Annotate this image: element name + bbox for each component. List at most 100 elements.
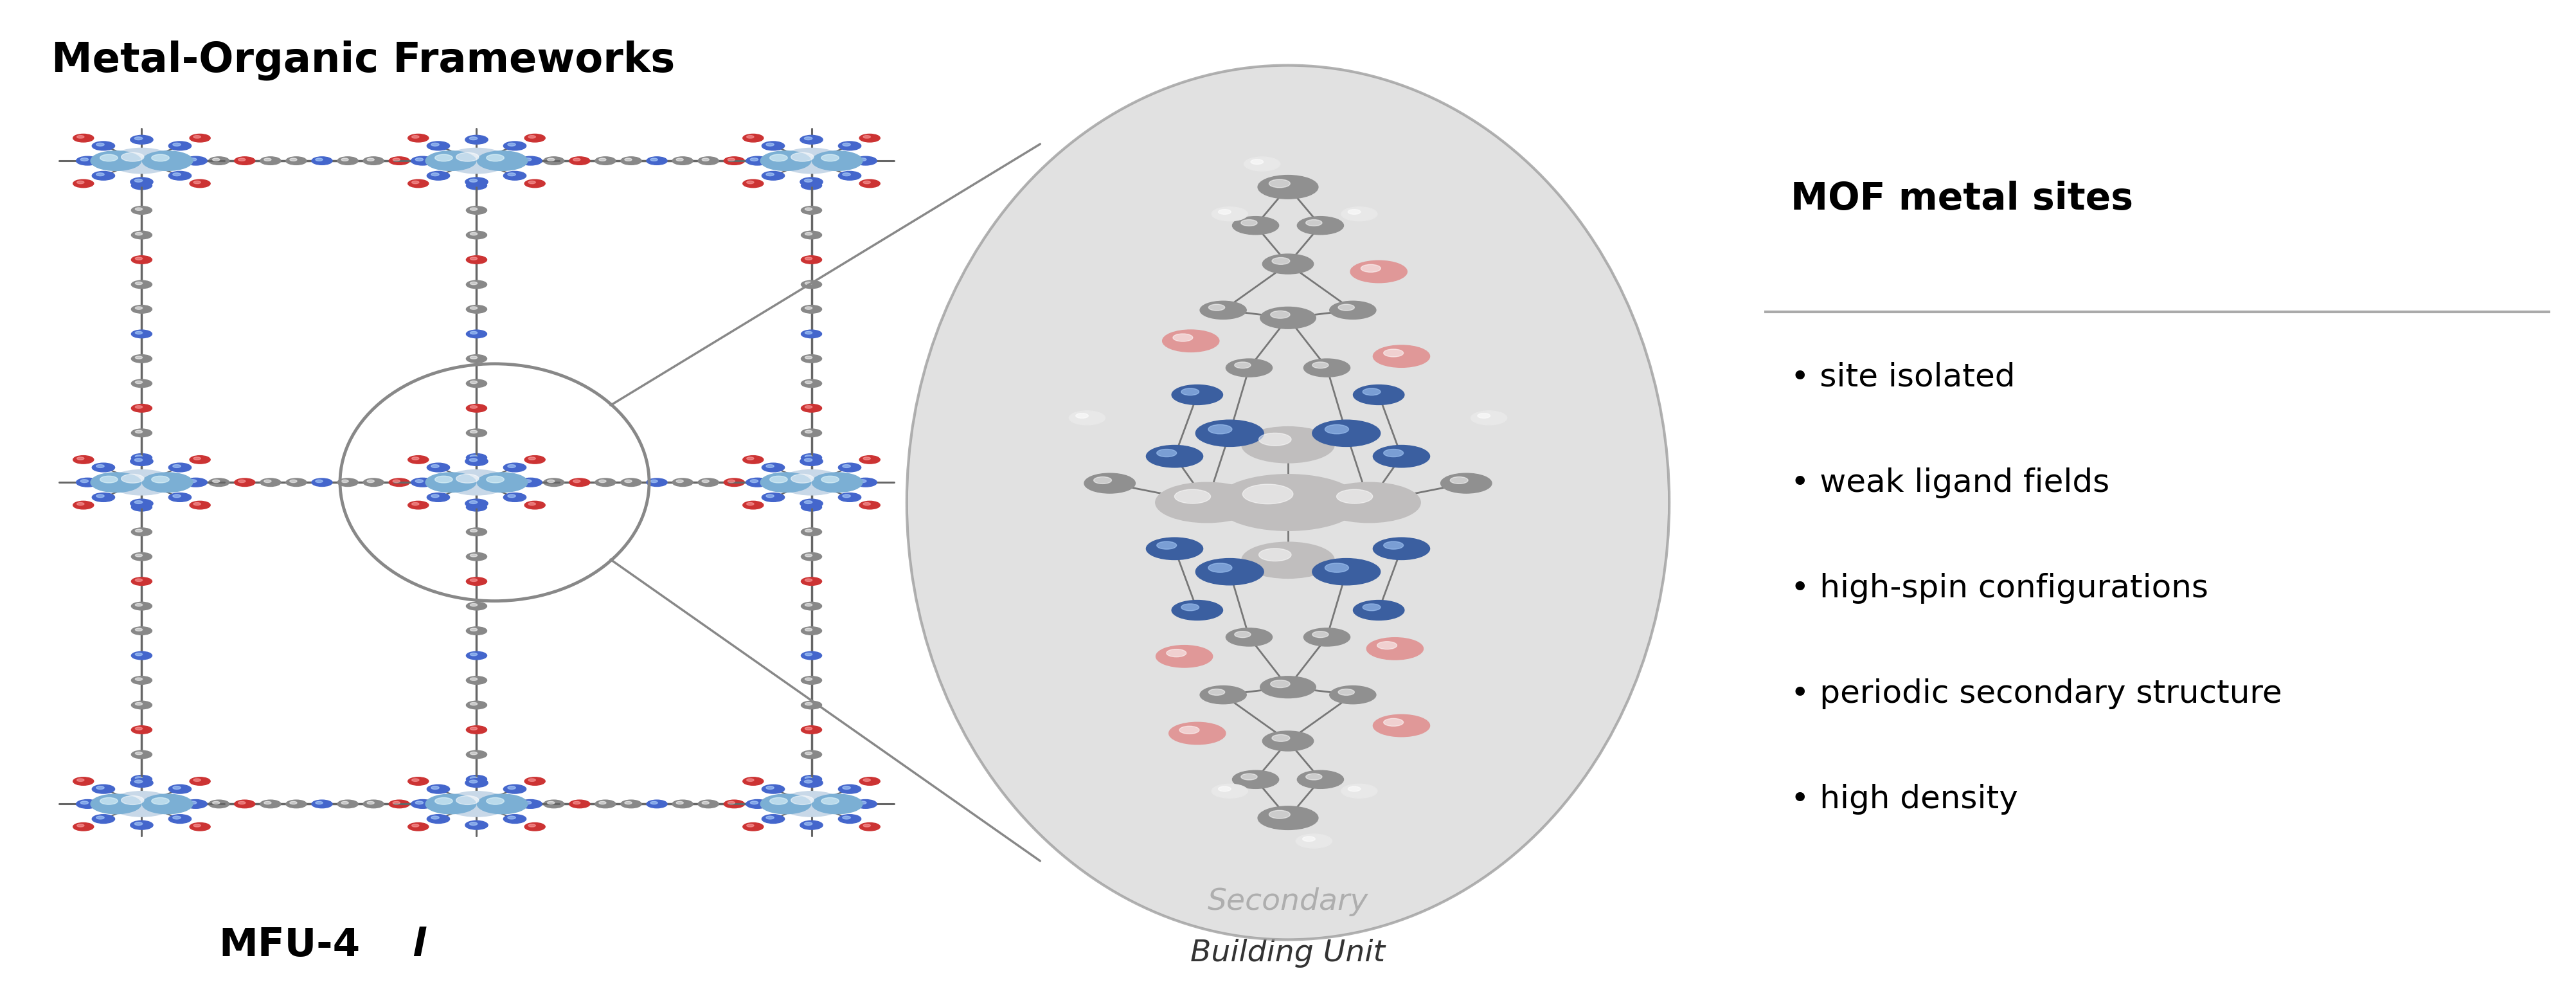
Circle shape — [134, 777, 142, 780]
Circle shape — [1270, 810, 1291, 818]
Circle shape — [237, 801, 245, 804]
Circle shape — [1347, 209, 1360, 214]
Circle shape — [131, 651, 152, 659]
Circle shape — [167, 463, 191, 472]
Circle shape — [121, 796, 144, 805]
Circle shape — [1257, 806, 1319, 830]
Circle shape — [804, 458, 811, 461]
Circle shape — [466, 429, 487, 437]
Circle shape — [544, 157, 564, 165]
Circle shape — [804, 455, 811, 458]
Circle shape — [804, 777, 811, 780]
Circle shape — [518, 157, 538, 165]
Circle shape — [1373, 346, 1430, 368]
Circle shape — [1378, 641, 1396, 649]
Circle shape — [1252, 160, 1262, 164]
Circle shape — [528, 457, 536, 460]
Circle shape — [546, 801, 554, 804]
Circle shape — [778, 479, 786, 482]
Circle shape — [134, 728, 142, 730]
Circle shape — [1342, 207, 1378, 221]
Circle shape — [407, 823, 428, 831]
Circle shape — [747, 181, 755, 184]
Circle shape — [742, 777, 762, 785]
Circle shape — [502, 814, 526, 823]
Circle shape — [131, 355, 152, 363]
Circle shape — [526, 180, 546, 188]
Circle shape — [1383, 719, 1404, 727]
Circle shape — [412, 502, 420, 506]
Circle shape — [430, 173, 438, 176]
Circle shape — [469, 500, 477, 504]
Circle shape — [1306, 220, 1321, 226]
Circle shape — [1172, 334, 1193, 342]
Circle shape — [811, 472, 863, 492]
Circle shape — [1242, 220, 1257, 226]
Circle shape — [134, 505, 142, 508]
Circle shape — [466, 651, 487, 659]
Circle shape — [855, 478, 876, 486]
Circle shape — [428, 171, 451, 180]
Circle shape — [188, 801, 196, 804]
Circle shape — [142, 794, 193, 814]
Circle shape — [1352, 600, 1404, 620]
Circle shape — [750, 479, 757, 482]
Text: • high density: • high density — [1790, 784, 2017, 815]
Circle shape — [804, 677, 811, 680]
Circle shape — [1077, 413, 1087, 418]
Circle shape — [495, 801, 502, 804]
Circle shape — [466, 602, 487, 610]
Circle shape — [492, 478, 513, 486]
Circle shape — [860, 180, 881, 188]
Circle shape — [440, 478, 461, 486]
Circle shape — [621, 478, 641, 486]
Circle shape — [1242, 774, 1257, 780]
Circle shape — [791, 796, 814, 805]
Circle shape — [466, 821, 487, 829]
Circle shape — [469, 332, 477, 335]
Circle shape — [428, 463, 451, 472]
Circle shape — [466, 182, 487, 190]
Circle shape — [173, 494, 180, 497]
Circle shape — [366, 801, 374, 804]
Circle shape — [837, 785, 860, 794]
Circle shape — [93, 492, 116, 501]
Circle shape — [804, 332, 811, 335]
Circle shape — [801, 453, 822, 461]
Circle shape — [801, 821, 822, 829]
Circle shape — [95, 143, 103, 146]
Circle shape — [801, 779, 822, 787]
Circle shape — [469, 780, 477, 783]
Circle shape — [469, 406, 477, 408]
Circle shape — [466, 627, 487, 635]
Circle shape — [167, 785, 191, 794]
Circle shape — [778, 469, 845, 495]
Circle shape — [523, 479, 531, 482]
Circle shape — [466, 404, 487, 412]
Circle shape — [1450, 476, 1468, 483]
Circle shape — [407, 180, 428, 188]
Circle shape — [131, 280, 152, 288]
Circle shape — [193, 502, 201, 506]
Circle shape — [507, 173, 515, 176]
Circle shape — [131, 627, 152, 635]
Circle shape — [1324, 563, 1350, 573]
Circle shape — [425, 472, 477, 492]
Circle shape — [801, 255, 822, 263]
Circle shape — [469, 458, 477, 461]
Circle shape — [466, 330, 487, 338]
Circle shape — [1260, 676, 1316, 698]
Circle shape — [1157, 645, 1213, 667]
Circle shape — [134, 554, 142, 557]
Circle shape — [469, 728, 477, 730]
Circle shape — [863, 181, 871, 184]
Circle shape — [417, 158, 425, 161]
Circle shape — [415, 157, 435, 165]
Circle shape — [1316, 482, 1419, 523]
Circle shape — [412, 824, 420, 827]
Circle shape — [1167, 649, 1188, 657]
Circle shape — [520, 479, 528, 482]
Circle shape — [855, 800, 876, 808]
Circle shape — [337, 478, 358, 486]
Circle shape — [765, 143, 773, 146]
